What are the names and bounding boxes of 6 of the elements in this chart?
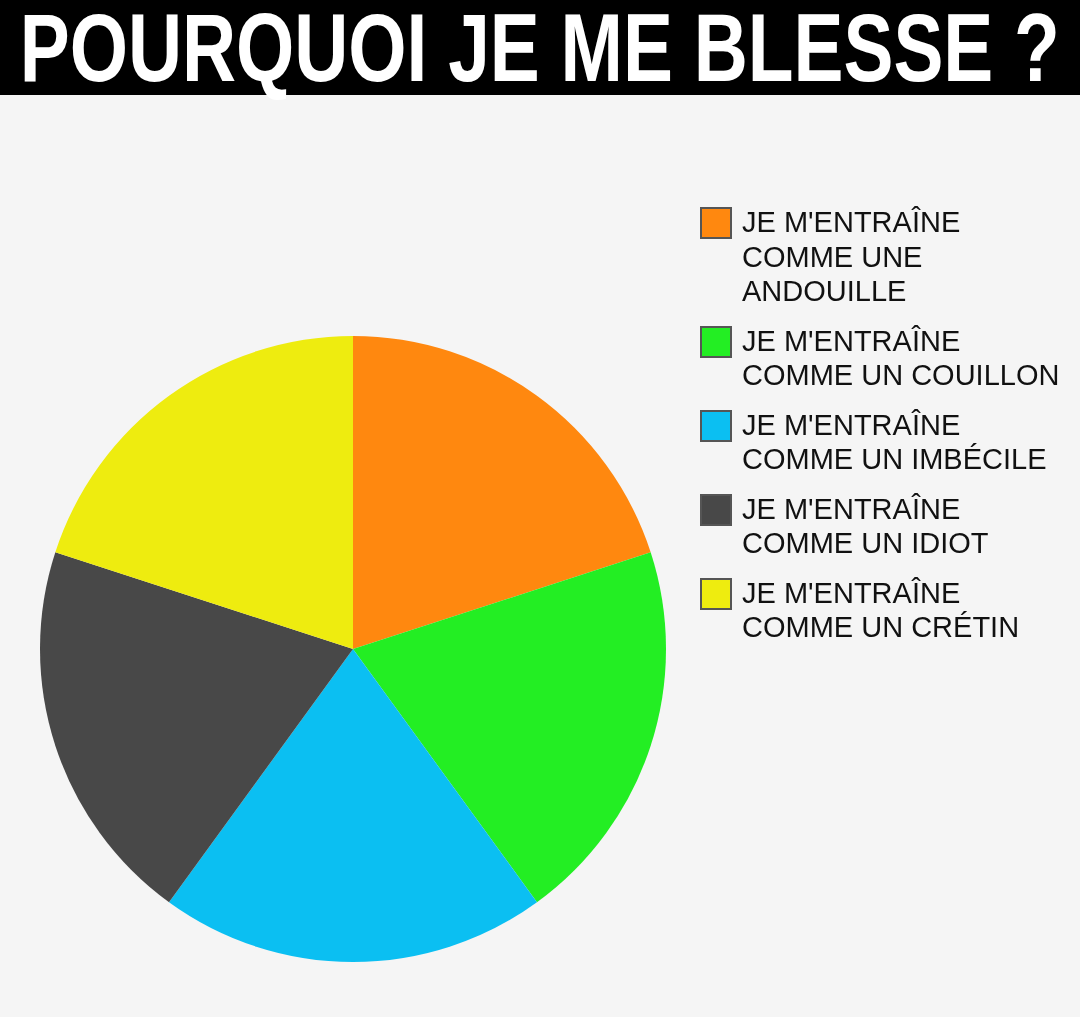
legend-label: JE M'ENTRAÎNE COMME UN IDIOT: [742, 491, 990, 561]
legend-label: JE M'ENTRAÎNE COMME UN IMBÉCILE: [742, 407, 1048, 477]
chart-title: POURQUOI JE ME BLESSE ?: [19, 0, 1061, 101]
legend-label: JE M'ENTRAÎNE COMME UN CRÉTIN: [742, 575, 1021, 645]
legend-label: JE M'ENTRAÎNE COMME UN COUILLON: [742, 323, 1061, 393]
legend-label: JE M'ENTRAÎNE COMME UNE ANDOUILLE: [742, 205, 962, 309]
